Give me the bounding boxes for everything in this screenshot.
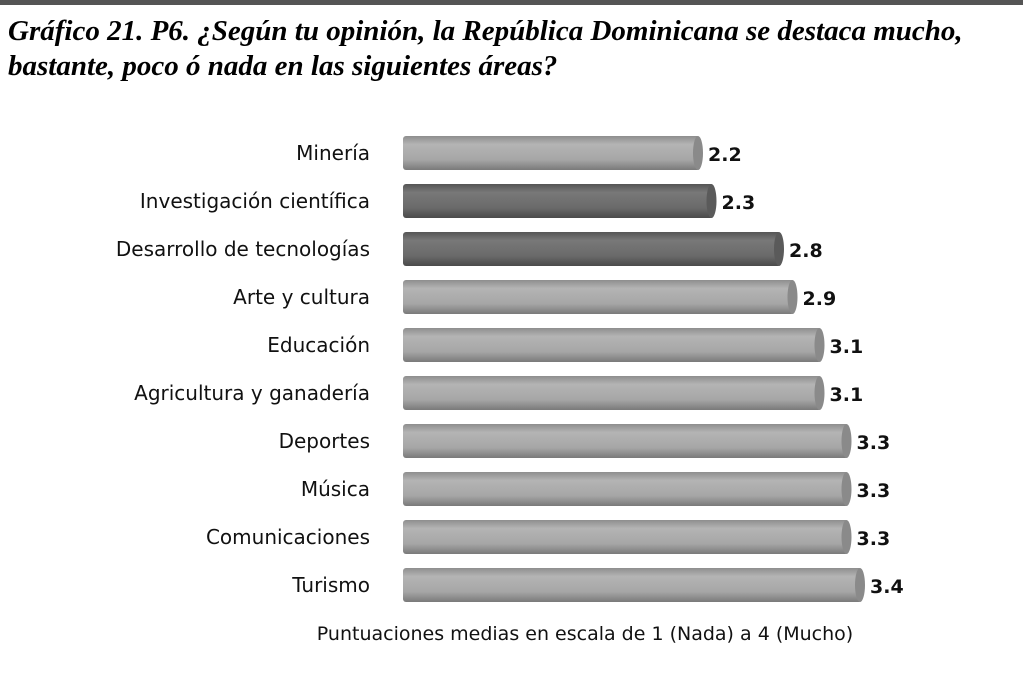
category-label: Música [301,477,370,501]
bar-end-cap [855,568,865,602]
data-label: 3.3 [857,480,891,502]
bar [403,232,781,266]
category-label: Turismo [291,573,370,597]
category-label: Agricultura y ganadería [134,381,370,405]
bar-end-cap [841,472,852,506]
chart-title: Gráfico 21. P6. ¿Según tu opinión, la Re… [8,15,963,82]
data-label: 3.3 [857,432,891,454]
category-label: Educación [267,333,370,357]
bar [403,184,714,218]
category-label: Minería [296,141,370,165]
category-label: Investigación científica [140,189,370,213]
category-label: Arte y cultura [233,285,370,309]
data-label: 2.8 [789,240,823,262]
data-label: 3.3 [857,528,891,550]
x-axis-label: Puntuaciones medias en escala de 1 (Nada… [317,623,853,645]
bar [403,328,822,362]
bar-end-cap [814,328,825,362]
bar [403,472,849,506]
bar [403,136,700,170]
bar [403,568,862,602]
data-label: 3.1 [830,336,864,358]
category-label: Desarrollo de tecnologías [116,237,370,261]
data-label: 2.3 [722,192,756,214]
data-label: 3.4 [870,576,904,598]
bar-end-cap [774,232,784,266]
category-label: Deportes [279,429,370,453]
bar-end-cap [841,520,852,554]
data-label: 2.2 [708,144,742,166]
data-label: 2.9 [803,288,837,310]
bar-end-cap [841,424,852,458]
bar [403,520,849,554]
bar-end-cap [706,184,717,218]
bar [403,280,795,314]
bar-end-cap [814,376,825,410]
bar [403,424,849,458]
bar-end-cap [787,280,798,314]
bar [403,376,822,410]
category-label: Comunicaciones [206,525,370,549]
data-label: 3.1 [830,384,864,406]
bar-end-cap [693,136,703,170]
top-border [0,0,1023,5]
